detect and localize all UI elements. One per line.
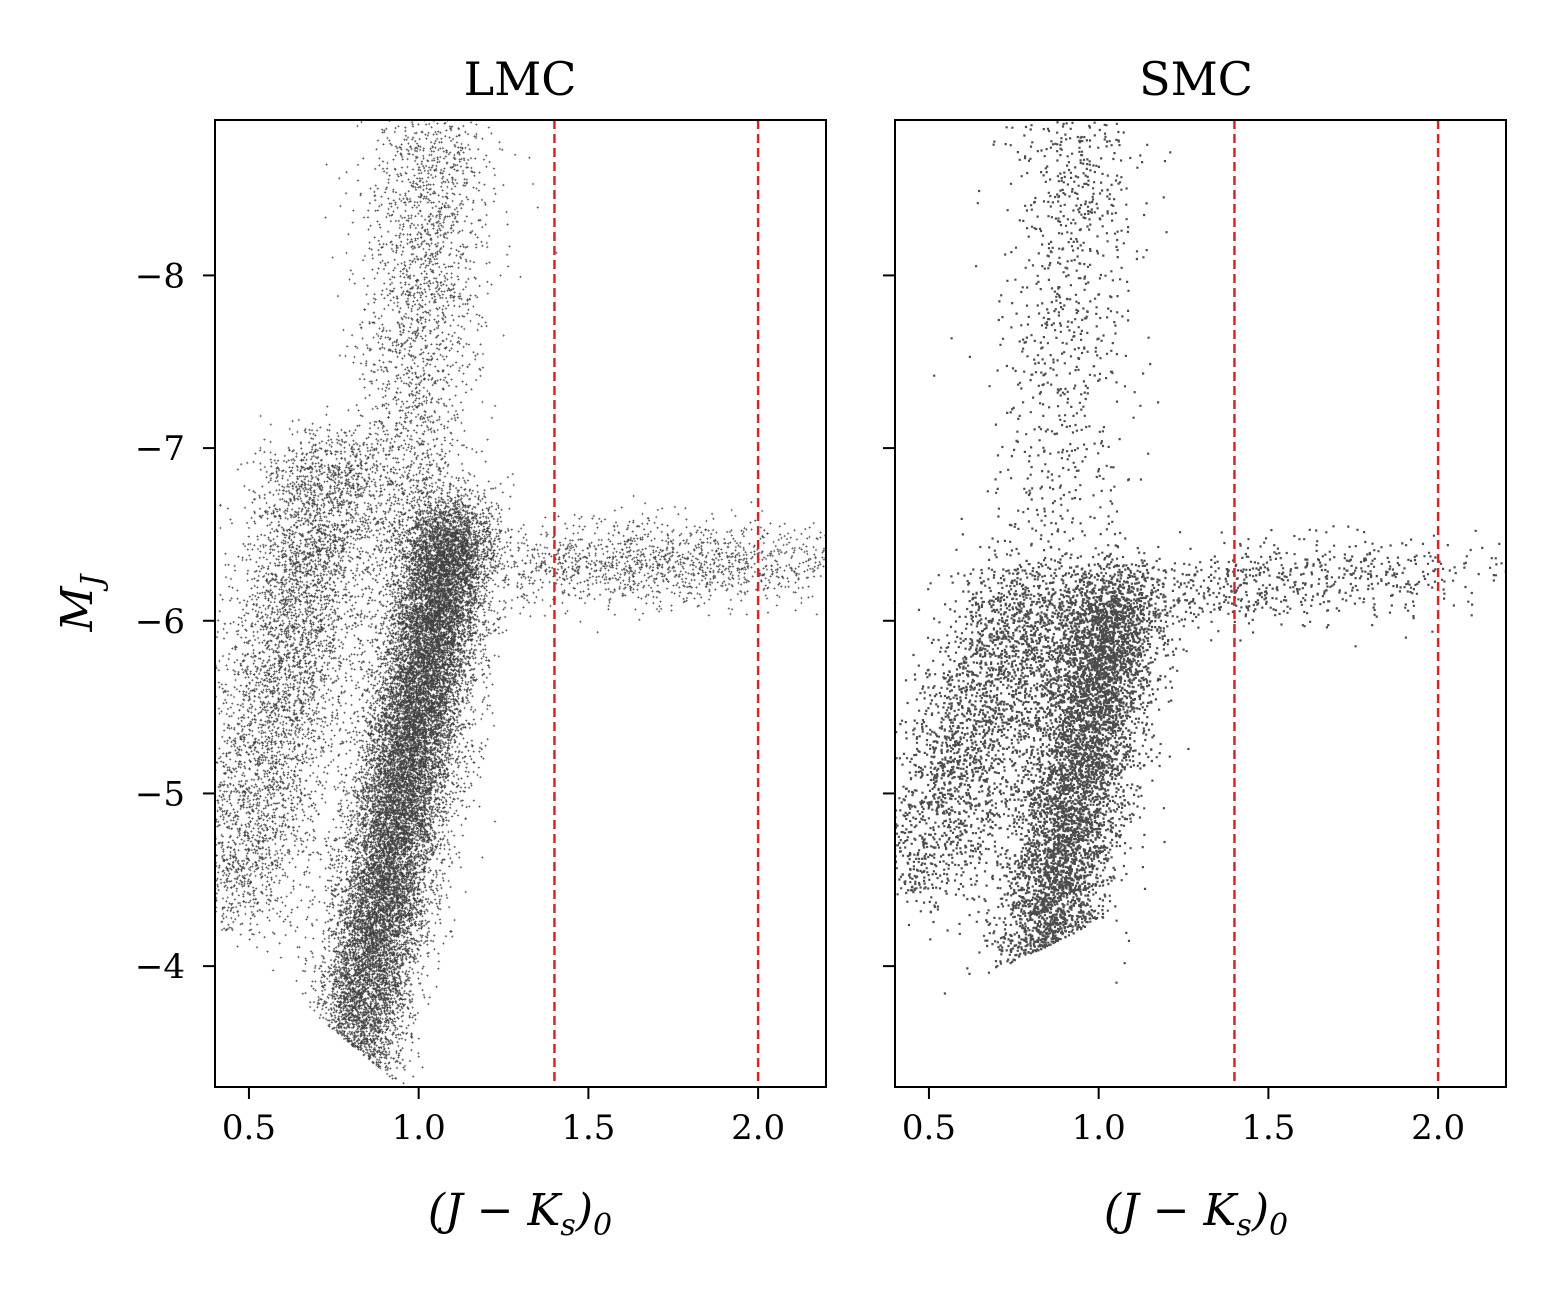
x-tick-label: 2.0 bbox=[731, 1108, 785, 1148]
reference-lines-smc bbox=[1233, 120, 1440, 1087]
x-label-sub1: s bbox=[1236, 1208, 1251, 1243]
panel-title-lmc: LMC bbox=[464, 52, 577, 106]
plot-frame-smc bbox=[894, 119, 1507, 1088]
x-tick-label: 0.5 bbox=[222, 1108, 276, 1148]
x-axis-ticks-lmc: 0.5 1.0 1.5 2.0 bbox=[222, 1087, 785, 1148]
x-label-mid: ) bbox=[1251, 1185, 1269, 1236]
plot-frame-lmc bbox=[214, 119, 827, 1088]
scatter-point-cloud bbox=[893, 121, 1507, 995]
x-tick-label: 1.5 bbox=[1241, 1108, 1295, 1148]
y-label-main: M bbox=[52, 586, 103, 633]
x-tick-label: 1.0 bbox=[1072, 1108, 1126, 1148]
x-label-sub2: 0 bbox=[593, 1208, 612, 1243]
x-label-main: (J − K bbox=[1104, 1185, 1239, 1236]
y-tick-label: −5 bbox=[135, 774, 185, 814]
x-axis-ticks-smc: 0.5 1.0 1.5 2.0 bbox=[902, 1087, 1465, 1148]
x-axis-label-smc: (J − Ks)0 bbox=[1104, 1185, 1288, 1243]
scatter-points-smc bbox=[893, 121, 1507, 995]
scatter-point-cloud bbox=[213, 118, 827, 1085]
y-tick-label: −4 bbox=[135, 947, 185, 987]
y-axis-label-lmc: MJ bbox=[52, 572, 110, 632]
reference-lines-lmc bbox=[553, 120, 760, 1087]
panel-smc: SMC 0.5 1.0 1.5 2.0 (J − Ks)0 bbox=[883, 52, 1507, 1243]
x-tick-label: 1.5 bbox=[561, 1108, 615, 1148]
y-axis-ticks-lmc: −8 −7 −6 −5 −4 bbox=[135, 256, 215, 987]
y-tick-label: −8 bbox=[135, 256, 185, 296]
x-tick-label: 0.5 bbox=[902, 1108, 956, 1148]
x-tick-label: 1.0 bbox=[392, 1108, 446, 1148]
scatter-points-lmc bbox=[213, 118, 827, 1085]
x-axis-label-lmc: (J − Ks)0 bbox=[428, 1185, 612, 1243]
x-label-sub1: s bbox=[560, 1208, 575, 1243]
y-axis-ticks-smc bbox=[883, 274, 895, 968]
x-label-main: (J − K bbox=[428, 1185, 563, 1236]
x-label-mid: ) bbox=[575, 1185, 593, 1236]
panel-lmc: LMC 0.5 1.0 1.5 2.0 −8 −7 −6 −5 −4 (J − Ks)0 MJ bbox=[52, 52, 827, 1243]
x-tick-label: 2.0 bbox=[1411, 1108, 1465, 1148]
panel-title-smc: SMC bbox=[1139, 52, 1253, 106]
y-tick-label: −6 bbox=[135, 602, 185, 642]
y-tick-label: −7 bbox=[135, 429, 185, 469]
x-label-sub2: 0 bbox=[1269, 1208, 1288, 1243]
